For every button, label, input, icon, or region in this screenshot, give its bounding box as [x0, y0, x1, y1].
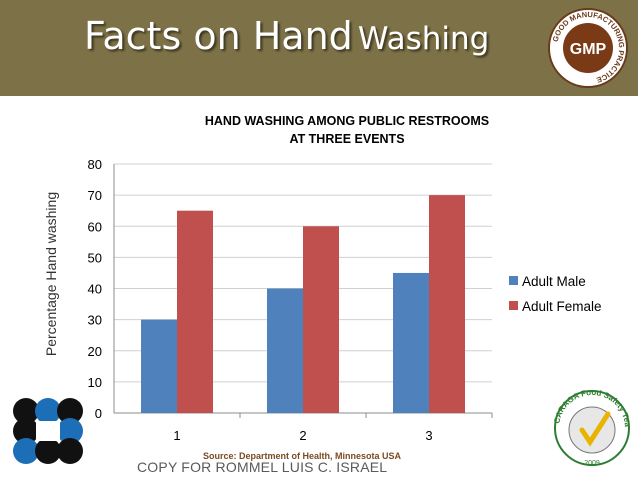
y-tick-label: 40 [88, 282, 102, 297]
chart-title-line2: AT THREE EVENTS [289, 132, 404, 146]
source-note: Source: Department of Health, Minnesota … [203, 451, 402, 461]
y-tick-label: 80 [88, 157, 102, 172]
bar-male-1 [141, 319, 177, 413]
gmp-seal-logo: GOOD MANUFACTURING PRACTICE GMP [548, 8, 628, 88]
x-tick-label: 3 [425, 428, 432, 443]
y-tick-label: 50 [88, 250, 102, 265]
y-tick-label: 0 [95, 406, 102, 421]
y-tick-label: 20 [88, 344, 102, 359]
legend-label-female: Adult Female [522, 299, 602, 314]
dost-logo [13, 398, 83, 464]
caraga-food-safety-logo: CARAGA Food Safety Team 2009 [552, 388, 632, 467]
slide-title-part2: Washing [357, 21, 490, 57]
tick-labels: 0 10 20 30 40 50 60 70 80 1 2 3 [88, 157, 433, 443]
bar-female-2 [303, 226, 339, 413]
bar-male-2 [267, 288, 303, 413]
legend: Adult Male Adult Female [509, 274, 602, 314]
slide-title: Facts on Hand Washing [84, 14, 489, 58]
y-tick-label: 10 [88, 375, 102, 390]
bar-male-3 [393, 272, 429, 413]
y-tick-label: 70 [88, 188, 102, 203]
gmp-center-text: GMP [570, 41, 607, 58]
chart-title-line1: HAND WASHING AMONG PUBLIC RESTROOMS [205, 114, 489, 128]
x-tick-label: 1 [173, 428, 180, 443]
copy-watermark: COPY FOR ROMMEL LUIS C. ISRAEL [137, 459, 388, 475]
bars [141, 195, 465, 413]
title-banner [0, 0, 638, 96]
legend-swatch-male [509, 276, 518, 285]
y-tick-label: 30 [88, 313, 102, 328]
team-year: 2009 [584, 460, 600, 467]
x-tick-label: 2 [299, 428, 306, 443]
slide-title-part1: Facts on Hand [84, 14, 353, 58]
check-mark-icon [579, 411, 611, 447]
bar-female-3 [429, 195, 465, 413]
y-tick-label: 60 [88, 219, 102, 234]
legend-swatch-female [509, 301, 518, 310]
bar-female-1 [177, 210, 213, 413]
legend-label-male: Adult Male [522, 274, 586, 289]
y-axis-label: Percentage Hand washing [43, 192, 59, 356]
bar-chart: HAND WASHING AMONG PUBLIC RESTROOMS AT T… [43, 114, 602, 443]
